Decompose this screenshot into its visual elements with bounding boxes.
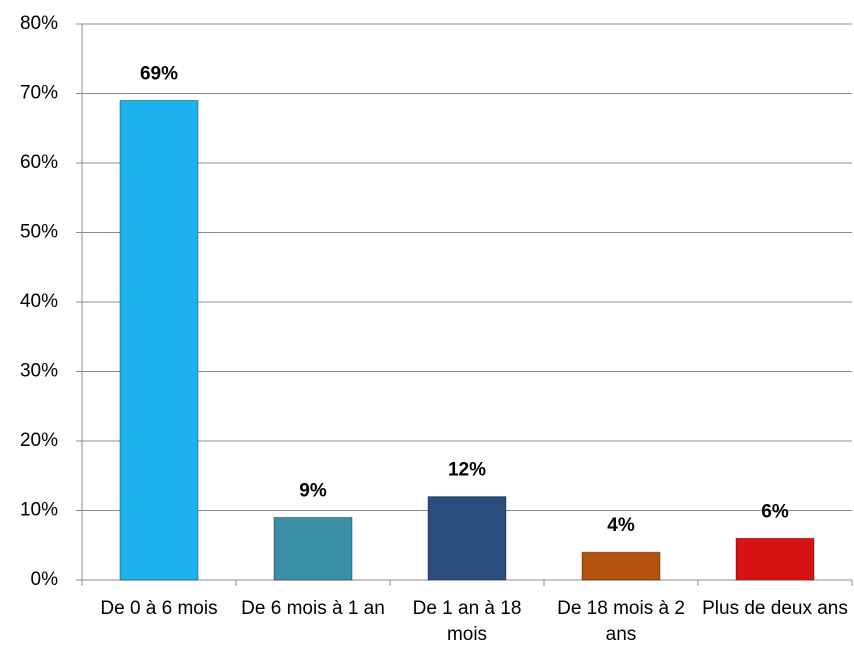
y-tick-label: 50% — [20, 222, 58, 243]
y-tick-label: 40% — [20, 291, 58, 312]
y-tick-label: 70% — [20, 83, 58, 104]
y-tick-label: 60% — [20, 152, 58, 173]
x-tick-label: Plus de deux ans — [702, 598, 848, 619]
bar — [427, 496, 507, 581]
x-tick-label: De 1 an à 18 mois — [412, 598, 522, 645]
data-label: 9% — [299, 480, 327, 501]
x-tick-label: De 0 à 6 mois — [100, 598, 218, 619]
bar — [273, 516, 353, 581]
x-tick-label: De 6 mois à 1 an — [241, 598, 385, 619]
bar — [735, 537, 815, 581]
data-label: 69% — [140, 63, 178, 84]
data-label: 6% — [761, 501, 789, 522]
x-tick-label: De 18 mois à 2 ans — [557, 598, 685, 645]
bar — [581, 551, 661, 581]
y-tick-label: 20% — [20, 430, 58, 451]
y-tick-label: 30% — [20, 361, 58, 382]
data-label: 12% — [448, 460, 486, 481]
data-label: 4% — [607, 515, 635, 536]
y-tick-label: 10% — [20, 500, 58, 521]
bar — [119, 99, 199, 581]
y-tick-label: 0% — [31, 569, 59, 590]
y-tick-label: 80% — [20, 13, 58, 34]
